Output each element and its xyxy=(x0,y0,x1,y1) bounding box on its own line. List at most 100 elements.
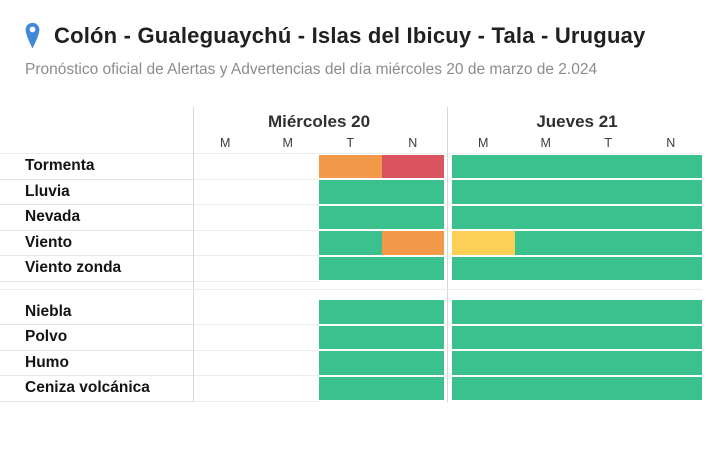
alert-cell xyxy=(577,180,640,206)
alert-cell xyxy=(194,325,257,351)
alert-level-green xyxy=(639,300,702,324)
alert-cell xyxy=(639,351,702,377)
alert-level-green xyxy=(514,205,577,229)
alert-level-green xyxy=(381,300,444,324)
alert-level-green xyxy=(514,351,577,375)
row-label: Humo xyxy=(0,351,194,376)
period-label: N xyxy=(666,136,676,150)
alert-cell xyxy=(319,231,382,257)
alert-level-green xyxy=(319,256,382,280)
alert-cell xyxy=(514,376,577,402)
alert-row-humo: Humo xyxy=(0,351,702,377)
alert-row-viento: Viento xyxy=(0,231,702,257)
day-gap xyxy=(444,300,452,326)
day-gap xyxy=(444,231,452,257)
day-header-miercoles-20: Miércoles 20 xyxy=(267,111,371,131)
alert-cell xyxy=(381,300,444,326)
alert-level-green xyxy=(319,205,382,229)
alert-cell xyxy=(639,376,702,402)
alert-row-viento-zonda: Viento zonda xyxy=(0,256,702,282)
alert-cell xyxy=(514,180,577,206)
alert-cell xyxy=(256,154,319,180)
alert-cell xyxy=(577,231,640,257)
alert-cell xyxy=(452,351,515,377)
page-header: Colón - Gualeguaychú - Islas del Ibicuy … xyxy=(0,0,725,50)
alert-level-green xyxy=(319,180,382,204)
alert-cell xyxy=(256,180,319,205)
alert-cell xyxy=(381,376,444,402)
alert-cell xyxy=(577,205,640,231)
alert-level-green xyxy=(319,376,382,400)
alert-level-green xyxy=(639,256,702,280)
alert-row-tormenta: Tormenta xyxy=(0,154,702,180)
alert-cell xyxy=(639,300,702,326)
alert-cell xyxy=(577,300,640,326)
alert-cell xyxy=(452,231,515,257)
alert-level-green xyxy=(514,231,577,255)
alert-cell xyxy=(514,256,577,282)
alert-level-green xyxy=(514,154,577,178)
alert-level-green xyxy=(514,325,577,349)
alert-cell xyxy=(514,325,577,351)
alert-level-green xyxy=(381,256,444,280)
alert-level-green xyxy=(514,180,577,204)
alert-cell xyxy=(639,231,702,257)
alert-cell xyxy=(452,300,515,326)
alert-level-green xyxy=(452,154,515,178)
day-gap xyxy=(444,376,452,402)
alert-cell xyxy=(452,180,515,206)
alert-cell xyxy=(514,300,577,326)
alert-cell xyxy=(452,256,515,282)
alert-level-green xyxy=(381,351,444,375)
day-gap xyxy=(444,180,452,206)
alert-level-green xyxy=(577,205,640,229)
alert-level-green xyxy=(319,300,382,324)
alert-level-green xyxy=(452,256,515,280)
alert-row-nevada: Nevada xyxy=(0,205,702,231)
alert-cell xyxy=(514,231,577,257)
location-pin-icon xyxy=(25,22,40,49)
alert-level-green xyxy=(452,300,515,324)
alert-level-orange xyxy=(381,231,444,255)
period-label: M xyxy=(220,136,231,150)
alerts-grid: Tormenta Lluvia Nevada Viento Viento zonda Ni… xyxy=(0,154,702,402)
alert-cell xyxy=(256,376,319,402)
alert-cell xyxy=(639,205,702,231)
alert-level-green xyxy=(381,325,444,349)
alert-cell xyxy=(319,325,382,351)
alert-cell xyxy=(639,154,702,180)
alert-level-green xyxy=(452,325,515,349)
alert-cell xyxy=(256,351,319,376)
alert-cell xyxy=(319,256,382,282)
row-label: Viento zonda xyxy=(0,256,194,282)
period-label: M xyxy=(540,136,551,150)
alert-cell xyxy=(256,256,319,282)
alert-cell xyxy=(194,154,257,180)
row-label: Lluvia xyxy=(0,180,194,205)
alert-level-yellow xyxy=(452,231,515,255)
alert-level-green xyxy=(577,256,640,280)
alert-level-green xyxy=(577,231,640,255)
alert-level-green xyxy=(639,231,702,255)
alert-row-polvo: Polvo xyxy=(0,325,702,351)
alert-row-lluvia: Lluvia xyxy=(0,180,702,206)
alert-level-green xyxy=(319,325,382,349)
group-separator-line xyxy=(0,288,702,290)
alert-level-green xyxy=(577,325,640,349)
day-gap xyxy=(444,154,452,180)
alert-level-green xyxy=(452,205,515,229)
alert-level-red xyxy=(381,154,444,178)
alert-level-green xyxy=(577,154,640,178)
label-column-divider xyxy=(193,107,194,402)
alerts-table: Miércoles 20 Jueves 21 M M T N M M T N Tormenta… xyxy=(0,105,702,402)
alert-cell xyxy=(319,180,382,206)
alert-row-ceniza-volc-nica: Ceniza volcánica xyxy=(0,376,702,402)
row-label: Nevada xyxy=(0,205,194,231)
alert-cell xyxy=(319,205,382,231)
alert-level-green xyxy=(514,256,577,280)
alert-level-green xyxy=(381,376,444,400)
alert-cell xyxy=(577,351,640,377)
group-separator xyxy=(0,282,702,300)
